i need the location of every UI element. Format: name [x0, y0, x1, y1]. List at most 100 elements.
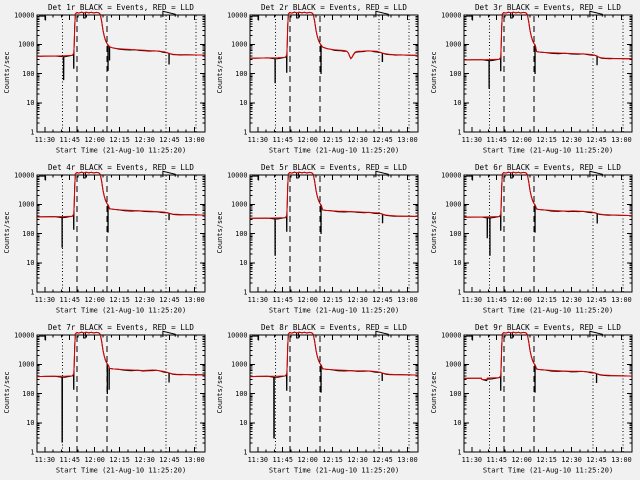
- y-tick-label: 10: [240, 259, 248, 267]
- events-series: [36, 331, 206, 443]
- detector-plot-det-8r: Det 8r BLACK = Events, RED = LLD 1 10 100 10…: [216, 323, 419, 474]
- y-tick-label: 1: [457, 128, 461, 136]
- y-tick-label: 1000: [18, 361, 34, 369]
- y-axis-label: Counts/sec: [216, 211, 224, 253]
- events-series: [463, 11, 632, 89]
- x-tick-label: 11:30: [248, 456, 268, 464]
- x-tick-label: 12:15: [109, 136, 129, 144]
- x-tick-label: 12:30: [348, 136, 368, 144]
- y-tick-label: 100: [449, 230, 461, 238]
- offscale-marker-start: [465, 175, 473, 181]
- offscale-marker-end: [375, 10, 390, 18]
- y-tick-label: 1000: [18, 41, 34, 49]
- plot-title: Det 9r BLACK = Events, RED = LLD: [475, 323, 621, 332]
- x-tick-label: 12:30: [348, 296, 368, 304]
- offscale-marker-start: [252, 15, 260, 21]
- x-tick-label: 12:00: [84, 456, 104, 464]
- detector-plot-det-6r: Det 6r BLACK = Events, RED = LLD 1 10 100 10…: [430, 163, 633, 314]
- x-tick-label: 12:30: [134, 456, 154, 464]
- x-tick-label: 12:30: [561, 296, 581, 304]
- detector-plot-det-3r: Det 3r BLACK = Events, RED = LLD 1 10 100 10…: [430, 3, 633, 154]
- y-tick-label: 1000: [445, 41, 461, 49]
- x-tick-label: 12:45: [373, 456, 393, 464]
- y-tick-label: 10: [453, 259, 461, 267]
- y-tick-label: 10: [26, 259, 34, 267]
- x-tick-label: 13:00: [398, 136, 418, 144]
- events-series: [463, 171, 632, 256]
- x-tick-label: 11:45: [486, 296, 506, 304]
- x-tick-label: 12:45: [159, 296, 179, 304]
- plot-title: Det 8r BLACK = Events, RED = LLD: [261, 323, 407, 332]
- detector-plot-det-7r: Det 7r BLACK = Events, RED = LLD 1 10 100 10…: [3, 323, 206, 474]
- y-tick-label: 100: [449, 70, 461, 78]
- lld-series: [250, 171, 419, 219]
- y-tick-label: 10000: [227, 171, 247, 179]
- y-axis-label: Counts/sec: [216, 51, 224, 93]
- y-axis-label: Counts/sec: [430, 211, 438, 253]
- x-tick-label: 13:00: [611, 136, 631, 144]
- x-tick-label: 12:15: [536, 456, 556, 464]
- x-tick-label: 12:15: [109, 296, 129, 304]
- x-tick-label: 12:45: [159, 136, 179, 144]
- y-tick-label: 100: [236, 70, 248, 78]
- y-tick-label: 100: [22, 70, 34, 78]
- x-tick-label: 12:00: [511, 296, 531, 304]
- y-tick-label: 10000: [14, 331, 34, 339]
- plot-title: Det 3r BLACK = Events, RED = LLD: [475, 3, 621, 12]
- x-axis-label: Start Time (21-Aug-10 11:25:20): [482, 146, 612, 154]
- x-tick-label: 12:15: [323, 456, 343, 464]
- offscale-marker-start: [465, 15, 473, 21]
- x-axis-label: Start Time (21-Aug-10 11:25:20): [269, 306, 399, 314]
- offscale-marker-end: [589, 330, 603, 338]
- y-tick-label: 10000: [227, 11, 247, 19]
- x-tick-label: 12:30: [561, 136, 581, 144]
- x-tick-label: 12:45: [586, 456, 606, 464]
- y-tick-label: 10: [453, 99, 461, 107]
- y-tick-label: 1: [244, 448, 248, 456]
- y-tick-label: 1: [457, 288, 461, 296]
- y-tick-label: 1: [30, 448, 34, 456]
- y-axis-label: Counts/sec: [3, 51, 11, 93]
- y-tick-label: 10: [240, 99, 248, 107]
- offscale-marker-end: [589, 10, 603, 18]
- lld-series: [250, 331, 419, 378]
- x-tick-label: 11:45: [59, 296, 79, 304]
- y-tick-label: 10000: [441, 331, 461, 339]
- x-tick-label: 13:00: [611, 456, 631, 464]
- detector-plot-det-9r: Det 9r BLACK = Events, RED = LLD 1 10 100 10…: [430, 323, 633, 474]
- x-tick-label: 12:00: [298, 456, 318, 464]
- lld-series: [36, 171, 206, 218]
- x-tick-label: 12:00: [511, 136, 531, 144]
- x-tick-label: 12:00: [84, 136, 104, 144]
- x-tick-label: 12:15: [323, 296, 343, 304]
- plot-title: Det 1r BLACK = Events, RED = LLD: [48, 3, 194, 12]
- y-tick-label: 1000: [18, 201, 34, 209]
- events-series: [250, 171, 419, 256]
- x-tick-label: 11:45: [486, 456, 506, 464]
- y-axis-label: Counts/sec: [3, 211, 11, 253]
- x-tick-label: 11:45: [486, 136, 506, 144]
- offscale-marker-end: [162, 10, 176, 18]
- x-tick-label: 12:45: [586, 296, 606, 304]
- y-tick-label: 1: [30, 128, 34, 136]
- plot-title: Det 5r BLACK = Events, RED = LLD: [261, 163, 407, 172]
- offscale-marker-end: [162, 330, 176, 338]
- offscale-marker-end: [589, 170, 603, 178]
- y-tick-label: 10: [453, 419, 461, 427]
- x-tick-label: 12:45: [373, 136, 393, 144]
- lld-series: [463, 171, 632, 218]
- y-tick-label: 100: [236, 230, 248, 238]
- y-tick-label: 10000: [14, 171, 34, 179]
- y-tick-label: 10: [240, 419, 248, 427]
- x-tick-label: 13:00: [398, 296, 418, 304]
- detector-plot-det-2r: Det 2r BLACK = Events, RED = LLD 1 10 100 10…: [216, 3, 419, 154]
- y-tick-label: 1: [457, 448, 461, 456]
- x-tick-label: 13:00: [184, 456, 204, 464]
- x-axis-label: Start Time (21-Aug-10 11:25:20): [482, 306, 612, 314]
- y-tick-label: 1: [244, 128, 248, 136]
- y-tick-label: 100: [236, 390, 248, 398]
- y-tick-label: 10: [26, 419, 34, 427]
- x-tick-label: 11:45: [59, 136, 79, 144]
- y-tick-label: 1: [30, 288, 34, 296]
- x-tick-label: 13:00: [398, 456, 418, 464]
